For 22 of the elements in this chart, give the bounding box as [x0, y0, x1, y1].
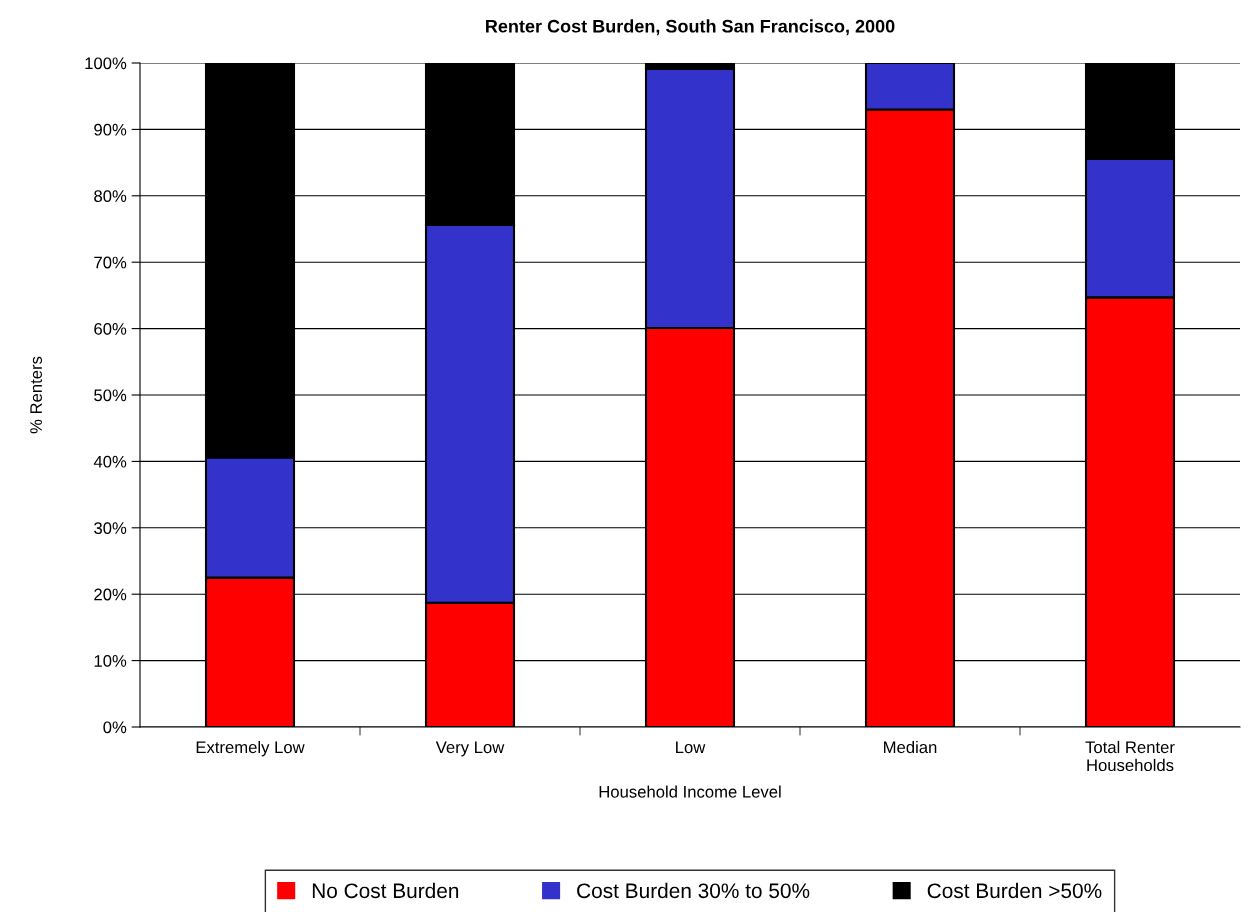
y-tick-label: 10% — [94, 655, 127, 667]
legend-label: Cost Burden >50% — [927, 882, 1102, 899]
legend-label: Cost Burden 30% to 50% — [577, 882, 810, 899]
y-tick-label: 20% — [94, 588, 127, 601]
x-tick-label: Extremely Low — [196, 740, 305, 757]
x-tick-label: Total Renter Households — [1085, 740, 1175, 772]
y-tick-label: 50% — [94, 389, 127, 402]
y-tick-label: 80% — [94, 190, 127, 202]
y-tick-label: 70% — [94, 256, 127, 269]
y-tick-label: 100% — [85, 57, 127, 70]
x-tick-label: Low — [676, 741, 706, 754]
y-axis-title: % Renters — [30, 356, 42, 434]
x-tick-label: Median — [884, 740, 937, 754]
x-tick-label: Very Low — [435, 741, 505, 757]
legend-label: No Cost Burden — [312, 882, 459, 899]
chart-title: Renter Cost Burden, South San Francisco, 2000 — [486, 19, 895, 36]
y-tick-label: 60% — [94, 323, 127, 335]
y-tick-label: 40% — [93, 455, 127, 468]
y-tick-label: 0% — [103, 721, 127, 734]
y-tick-label: 90% — [94, 123, 127, 136]
y-tick-label: 30% — [94, 522, 127, 534]
x-axis-title: Household Income Level — [599, 785, 781, 798]
